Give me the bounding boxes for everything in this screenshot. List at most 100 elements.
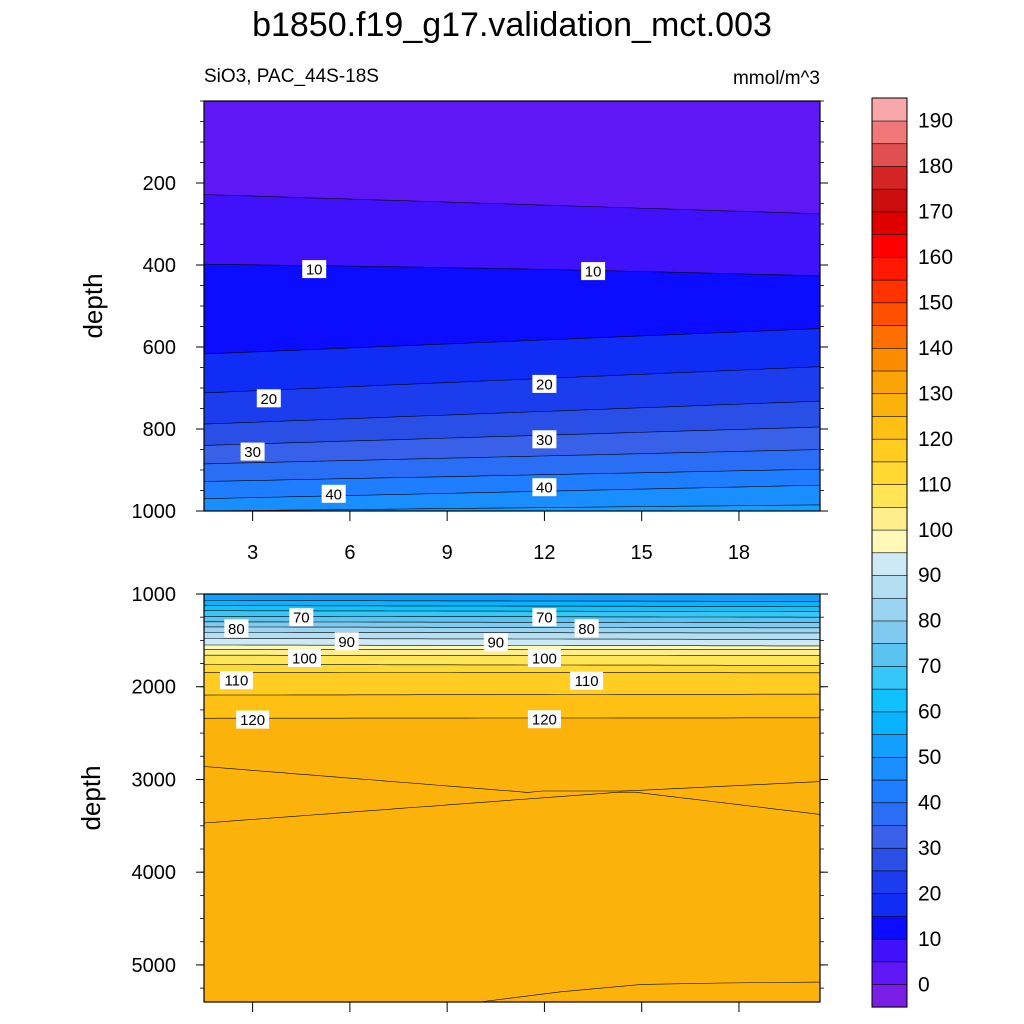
contour-label-box bbox=[334, 632, 359, 651]
colorbar-swatch bbox=[871, 552, 908, 576]
lower-contour-fill bbox=[204, 594, 820, 1002]
colorbar-swatch bbox=[871, 484, 908, 508]
x-tick-label: 3 bbox=[247, 542, 258, 564]
contour-label: 20 bbox=[260, 391, 277, 408]
y-tick-label: 1000 bbox=[132, 501, 177, 523]
contour-line bbox=[203, 400, 821, 425]
contour-band bbox=[479, 982, 820, 1002]
contour-band bbox=[204, 717, 820, 1002]
contour-label-box bbox=[527, 649, 561, 667]
contour-label: 100 bbox=[292, 651, 317, 668]
colorbar-swatch bbox=[871, 165, 908, 190]
y-tick-label: 800 bbox=[143, 419, 176, 441]
colorbar-label: 0 bbox=[918, 973, 930, 996]
colorbar-swatch bbox=[871, 688, 908, 713]
contour-label-box bbox=[532, 608, 557, 627]
colorbar-swatch bbox=[871, 211, 908, 235]
colorbar-label: 110 bbox=[918, 473, 951, 496]
colorbar-swatch bbox=[871, 756, 908, 781]
contour-line bbox=[203, 426, 821, 446]
colorbar-swatch bbox=[871, 961, 908, 985]
contour-band bbox=[204, 485, 820, 511]
colorbar-swatch bbox=[871, 779, 908, 804]
colorbar: 0 10 20 30 40 50 60 70 80 90 100 110 120 130 140 150 160… bbox=[871, 97, 953, 1008]
contour-label: 10 bbox=[306, 262, 323, 279]
colorbar-swatch bbox=[871, 915, 908, 940]
colorbar-swatch bbox=[871, 802, 908, 826]
colorbar-swatch bbox=[871, 347, 908, 372]
contour-line bbox=[203, 468, 821, 482]
contour-label-box bbox=[483, 633, 508, 652]
contour-label-box bbox=[527, 710, 561, 729]
upper-contour-lines bbox=[203, 194, 821, 512]
colorbar-label: 130 bbox=[918, 382, 953, 405]
colorbar-swatch bbox=[871, 370, 908, 395]
contour-label: 40 bbox=[536, 480, 553, 497]
lower-plot-frame bbox=[203, 593, 821, 1003]
contour-label: 70 bbox=[536, 610, 553, 627]
colorbar-swatch bbox=[871, 665, 908, 690]
colorbar-swatch bbox=[871, 143, 908, 167]
contour-line bbox=[203, 449, 821, 465]
colorbar-label: 80 bbox=[918, 610, 941, 633]
colorbar-swatch bbox=[871, 461, 908, 485]
colorbar-label: 90 bbox=[918, 564, 941, 587]
lower-panel: 70 70 80 80 90 90 100 100 110 110 120 120 1000 2000 3… bbox=[76, 584, 828, 1012]
colorbar-label: 140 bbox=[918, 337, 953, 360]
y-tick-label: 4000 bbox=[132, 862, 177, 884]
upper-contour-fill bbox=[204, 101, 820, 511]
colorbar-frame bbox=[871, 97, 908, 1008]
upper-y-axis-label: depth bbox=[78, 273, 108, 338]
contour-label-box bbox=[236, 710, 270, 729]
colorbar-label: 120 bbox=[918, 428, 953, 451]
colorbar-swatch bbox=[871, 870, 908, 894]
colorbar-label: 10 bbox=[918, 928, 941, 951]
contour-line bbox=[203, 484, 821, 499]
colorbar-swatch bbox=[871, 893, 908, 917]
contour-label: 70 bbox=[293, 610, 310, 627]
colorbar-label: 60 bbox=[918, 701, 941, 724]
units-label: mmol/m^3 bbox=[733, 68, 820, 89]
contour-label: 30 bbox=[536, 432, 553, 449]
upper-panel: 10 10 20 20 30 30 40 40 200 400 600 800 1000 3 6 9 12 15… bbox=[78, 100, 828, 564]
contour-line bbox=[204, 644, 820, 647]
contour-label: 90 bbox=[338, 634, 355, 651]
contour-label-box bbox=[581, 262, 606, 281]
colorbar-swatch bbox=[871, 983, 908, 1008]
colorbar-label: 30 bbox=[918, 837, 941, 860]
contour-line bbox=[203, 791, 821, 824]
lower-axis-ticks: 1000 2000 3000 4000 5000 bbox=[132, 584, 828, 1012]
contour-label-box bbox=[219, 671, 253, 690]
colorbar-swatch bbox=[871, 393, 908, 417]
contour-label: 10 bbox=[585, 264, 602, 281]
contour-label: 120 bbox=[532, 712, 557, 729]
contour-label-box bbox=[240, 442, 265, 461]
contour-label-box bbox=[321, 484, 346, 503]
colorbar-swatch bbox=[871, 279, 908, 304]
contour-label: 110 bbox=[575, 673, 599, 690]
x-tick-label: 9 bbox=[442, 542, 453, 564]
contour-line bbox=[204, 600, 820, 602]
contour-label: 120 bbox=[240, 712, 265, 729]
colorbar-swatch bbox=[871, 506, 908, 531]
y-tick-label: 400 bbox=[143, 255, 176, 277]
contour-line bbox=[203, 194, 821, 215]
upper-contour-labels: 10 10 20 20 30 30 40 40 bbox=[240, 260, 606, 503]
contour-label: 20 bbox=[536, 376, 553, 393]
colorbar-label: 40 bbox=[918, 792, 941, 815]
colorbar-label: 50 bbox=[918, 746, 941, 769]
contour-label-box bbox=[302, 260, 327, 279]
contour-line bbox=[203, 717, 820, 719]
colorbar-label: 170 bbox=[918, 201, 953, 224]
x-tick-label: 12 bbox=[533, 542, 555, 564]
y-tick-label: 2000 bbox=[132, 677, 177, 699]
contour-label: 110 bbox=[224, 673, 248, 690]
lower-contour-labels: 70 70 80 80 90 90 100 100 110 110 120 120 bbox=[219, 608, 604, 729]
colorbar-swatch bbox=[871, 597, 908, 622]
contour-line bbox=[203, 328, 821, 355]
contour-label: 100 bbox=[532, 651, 557, 668]
colorbar-label: 160 bbox=[918, 246, 953, 269]
colorbar-swatch bbox=[871, 574, 908, 599]
y-tick-label: 1000 bbox=[132, 584, 177, 606]
